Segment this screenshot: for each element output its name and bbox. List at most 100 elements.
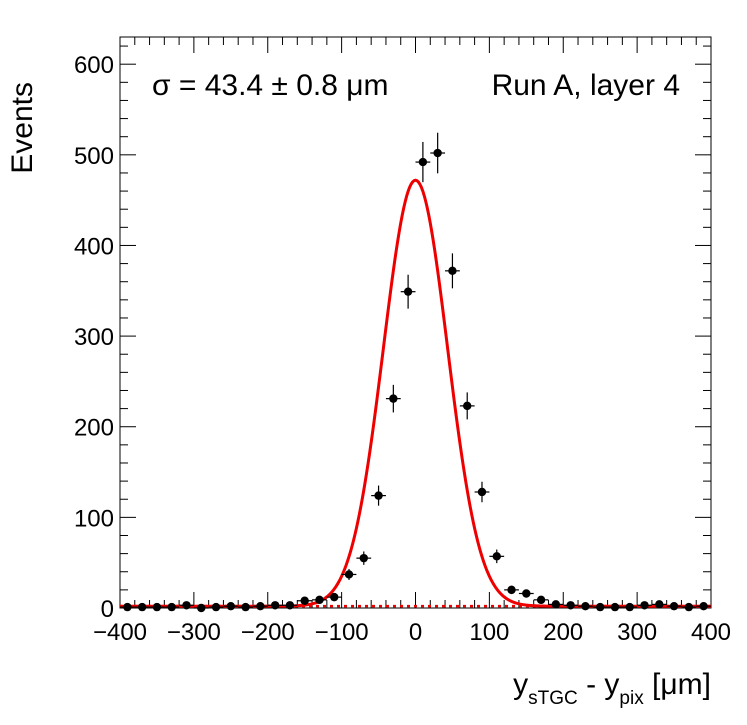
data-point-marker: [699, 601, 708, 611]
data-point: [238, 602, 253, 612]
data-point: [459, 392, 475, 420]
data-point-marker: [241, 602, 250, 612]
x-tick-label: −100: [315, 619, 369, 646]
data-point: [474, 481, 490, 503]
x-tick-label: −300: [167, 619, 221, 646]
data-point: [637, 601, 652, 610]
x-tick-label: −200: [241, 619, 295, 646]
data-point-marker: [463, 401, 472, 411]
data-point: [252, 601, 268, 611]
y-tick-label: 300: [74, 324, 114, 351]
data-point-marker: [211, 602, 221, 612]
data-point: [134, 602, 150, 612]
data-point: [607, 602, 623, 612]
data-point: [430, 132, 446, 174]
data-point-marker: [315, 595, 324, 605]
data-point-marker: [581, 601, 590, 611]
data-point: [385, 384, 401, 413]
data-point-marker: [197, 603, 206, 613]
data-point-marker: [182, 601, 191, 610]
data-point-marker: [610, 602, 620, 612]
data-point: [371, 485, 386, 506]
data-point-marker: [448, 266, 457, 276]
data-point: [341, 568, 357, 580]
data-point-marker: [492, 552, 501, 561]
data-point-marker: [684, 602, 694, 612]
y-tick-label: 600: [74, 52, 114, 79]
data-point: [681, 602, 697, 612]
sigma-annotation: σ = 43.4 ± 0.8 μm: [152, 69, 389, 102]
data-point-marker: [374, 491, 383, 500]
data-point-marker: [137, 602, 147, 612]
data-point: [415, 141, 431, 183]
data-point: [622, 602, 638, 612]
data-point: [548, 600, 564, 609]
data-point: [193, 603, 209, 613]
data-point-marker: [344, 570, 354, 579]
data-point-marker: [655, 600, 664, 609]
data-point: [666, 601, 682, 611]
data-point: [120, 602, 135, 612]
y-tick-label: 500: [74, 143, 114, 170]
data-point-marker: [256, 601, 265, 611]
x-tick-label: 100: [469, 619, 509, 646]
data-point-marker: [477, 487, 487, 497]
data-point-marker: [551, 600, 561, 609]
data-point: [312, 595, 327, 605]
data-point-marker: [418, 157, 428, 167]
data-point: [326, 592, 342, 602]
tick-labels: −400 −300 −200 −100 0 100 200 300 400 0 100 200 300 4…: [74, 52, 731, 646]
data-point-marker: [359, 553, 368, 563]
data-point: [179, 601, 194, 610]
data-point-marker: [669, 601, 679, 611]
x-tick-label: 0: [409, 619, 422, 646]
data-point: [356, 551, 372, 565]
data-point-marker: [389, 394, 398, 403]
data-point: [489, 549, 505, 564]
data-point: [208, 602, 224, 612]
data-point-marker: [226, 601, 236, 611]
data-point-marker: [522, 589, 531, 598]
data-point-marker: [330, 592, 339, 602]
data-point: [533, 595, 549, 605]
data-point-marker: [403, 287, 413, 296]
data-point: [223, 601, 239, 611]
data-point-marker: [285, 601, 295, 610]
data-point: [563, 601, 579, 610]
y-tick-label: 200: [74, 415, 114, 442]
data-point-marker: [536, 595, 546, 605]
data-point-marker: [625, 602, 634, 612]
data-point: [400, 274, 416, 309]
x-axis-label-y1: y: [513, 668, 528, 701]
data-point: [297, 596, 313, 605]
x-axis-label-unit: [μm]: [644, 668, 711, 701]
data-point: [578, 601, 593, 611]
x-tick-label: 400: [691, 619, 731, 646]
x-tick-label: 300: [617, 619, 657, 646]
data-point-marker: [300, 596, 309, 605]
data-point: [518, 589, 534, 598]
x-axis-label-mid: - y: [578, 668, 620, 701]
data-point-marker: [433, 148, 442, 158]
data-point: [282, 601, 298, 610]
data-point: [696, 601, 711, 611]
x-tick-label: −400: [93, 619, 147, 646]
data-point-marker: [507, 585, 516, 595]
data-point-marker: [270, 601, 280, 610]
y-axis-label: Events: [6, 82, 39, 174]
data-point-marker: [123, 602, 132, 612]
x-axis-label-sub2: pix: [619, 688, 644, 709]
data-point-marker: [167, 602, 176, 612]
data-point: [445, 253, 460, 289]
data-point: [267, 601, 283, 610]
y-tick-label: 100: [74, 505, 114, 532]
y-tick-label: 0: [101, 596, 114, 623]
data-point-marker: [152, 602, 162, 612]
data-point: [149, 602, 165, 612]
x-axis-label: ysTGC - ypix [μm]: [513, 668, 711, 709]
x-axis-label-sub1: sTGC: [528, 688, 578, 709]
data-point: [504, 585, 519, 595]
data-point-marker: [566, 601, 575, 610]
data-points: [120, 132, 711, 613]
